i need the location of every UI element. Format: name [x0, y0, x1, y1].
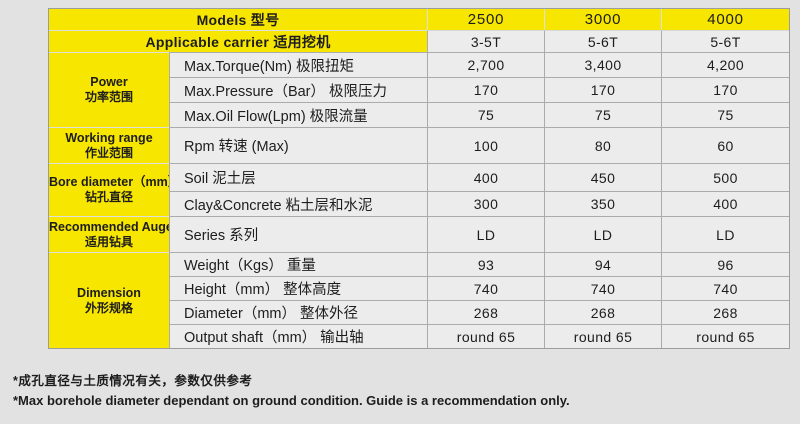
spec-value-cell: 3,400 [544, 52, 662, 77]
spec-value-cell: 100 [427, 127, 545, 163]
group-label-en: Bore diameter（mm） [49, 175, 169, 190]
spec-value-cell: 80 [544, 127, 662, 163]
group-label-cn: 外形规格 [84, 300, 133, 315]
spec-value-cell: 2,700 [427, 52, 545, 77]
row-label-cell: Max.Oil Flow(Lpm) 极限流量 [169, 102, 428, 127]
spec-value-cell: round 65 [544, 324, 662, 348]
spec-value-cell: 740 [427, 276, 545, 300]
rpm-row: Working range 作业范围 Rpm 转速 (Max) 100 80 6… [49, 127, 790, 163]
soil-row: Bore diameter（mm） 钻孔直径 Soil 泥土层 400 450 … [49, 163, 790, 216]
group-cell-bore-diameter: Bore diameter（mm） 钻孔直径 [49, 163, 169, 216]
carrier-row: Applicable carrier 适用挖机 3-5T 5-6T 5-6T [49, 30, 790, 52]
row-label-cell: Diameter（mm） 整体外径 [169, 300, 428, 324]
spec-value-cell: 268 [544, 300, 662, 324]
spec-table: Models 型号 2500 3000 4000 Applicable carr… [48, 8, 791, 349]
row-label-cell: Height（mm） 整体高度 [169, 276, 428, 300]
clay-concrete-row: Clay&Concrete 粘土层和水泥 300 350 400 [49, 191, 790, 216]
group-cell-working-range: Working range 作业范围 [49, 127, 169, 163]
footnote-chinese: *成孔直径与土质情况有关，参数仅供参考 [13, 374, 253, 388]
spec-value-cell: 500 [661, 163, 790, 191]
footnote-english: *Max borehole diameter dependant on grou… [13, 393, 570, 408]
spec-value-cell: 300 [427, 191, 545, 216]
weight-row: Dimension 外形规格 Weight（Kgs） 重量 93 94 96 [49, 252, 790, 348]
carrier-value-cell: 5-6T [661, 30, 790, 52]
row-label-cell: Soil 泥土层 [169, 163, 428, 191]
models-row: Models 型号 2500 3000 4000 [49, 9, 790, 30]
row-label-cell: Output shaft（mm） 输出轴 [169, 324, 428, 348]
spec-value-cell: 400 [427, 163, 545, 191]
spec-value-cell: round 65 [661, 324, 790, 348]
group-label-en: Recommended Auger [49, 219, 169, 234]
pressure-row: Max.Pressure（Bar） 极限压力 170 170 170 [49, 77, 790, 102]
models-header-cell: Models 型号 [49, 9, 428, 30]
group-label-cn: 钻孔直径 [84, 190, 133, 205]
spec-value-cell: 93 [427, 252, 545, 276]
spec-value-cell: 94 [544, 252, 662, 276]
row-label-cell: Clay&Concrete 粘土层和水泥 [169, 191, 428, 216]
group-label-en: Working range [65, 130, 153, 145]
model-cell-4000: 4000 [661, 9, 790, 30]
spec-value-cell: 170 [661, 77, 790, 102]
group-label-cn: 功率范围 [84, 90, 133, 105]
height-row: Height（mm） 整体高度 740 740 740 [49, 276, 790, 300]
spec-value-cell: 4,200 [661, 52, 790, 77]
spec-value-cell: 268 [661, 300, 790, 324]
group-label-en: Power [90, 75, 128, 90]
row-label-cell: Max.Torque(Nm) 极限扭矩 [169, 52, 428, 77]
spec-value-cell: round 65 [427, 324, 545, 348]
group-cell-power: Power 功率范围 [49, 52, 169, 127]
group-cell-recommended-auger: Recommended Auger 适用钻具 [49, 216, 169, 252]
spec-value-cell: LD [427, 216, 545, 252]
spec-value-cell: 740 [661, 276, 790, 300]
carrier-value-cell: 3-5T [427, 30, 545, 52]
row-label-cell: Rpm 转速 (Max) [169, 127, 428, 163]
footnotes: *成孔直径与土质情况有关，参数仅供参考 *Max borehole diamet… [13, 372, 570, 410]
series-row: Recommended Auger 适用钻具 Series 系列 LD LD L… [49, 216, 790, 252]
row-label-cell: Weight（Kgs） 重量 [169, 252, 428, 276]
spec-sheet: Models 型号 2500 3000 4000 Applicable carr… [48, 8, 791, 349]
row-label-cell: Series 系列 [169, 216, 428, 252]
spec-value-cell: LD [544, 216, 662, 252]
spec-value-cell: 170 [427, 77, 545, 102]
group-label-en: Dimension [77, 285, 141, 300]
spec-value-cell: 75 [427, 102, 545, 127]
torque-row: Power 功率范围 Max.Torque(Nm) 极限扭矩 2,700 3,4… [49, 52, 790, 127]
spec-value-cell: 60 [661, 127, 790, 163]
spec-value-cell: LD [661, 216, 790, 252]
spec-value-cell: 170 [544, 77, 662, 102]
row-label-cell: Max.Pressure（Bar） 极限压力 [169, 77, 428, 102]
output-shaft-row: Output shaft（mm） 输出轴 round 65 round 65 r… [49, 324, 790, 348]
carrier-value-cell: 5-6T [544, 30, 662, 52]
spec-value-cell: 268 [427, 300, 545, 324]
spec-value-cell: 740 [544, 276, 662, 300]
group-cell-dimension: Dimension 外形规格 [49, 252, 169, 348]
spec-value-cell: 75 [661, 102, 790, 127]
group-label-cn: 作业范围 [84, 145, 133, 160]
model-cell-2500: 2500 [427, 9, 545, 30]
spec-value-cell: 350 [544, 191, 662, 216]
carrier-header-cell: Applicable carrier 适用挖机 [49, 30, 428, 52]
spec-value-cell: 400 [661, 191, 790, 216]
spec-value-cell: 96 [661, 252, 790, 276]
model-cell-3000: 3000 [544, 9, 662, 30]
oil-flow-row: Max.Oil Flow(Lpm) 极限流量 75 75 75 [49, 102, 790, 127]
diameter-row: Diameter（mm） 整体外径 268 268 268 [49, 300, 790, 324]
spec-value-cell: 75 [544, 102, 662, 127]
group-label-cn: 适用钻具 [84, 234, 133, 249]
spec-value-cell: 450 [544, 163, 662, 191]
